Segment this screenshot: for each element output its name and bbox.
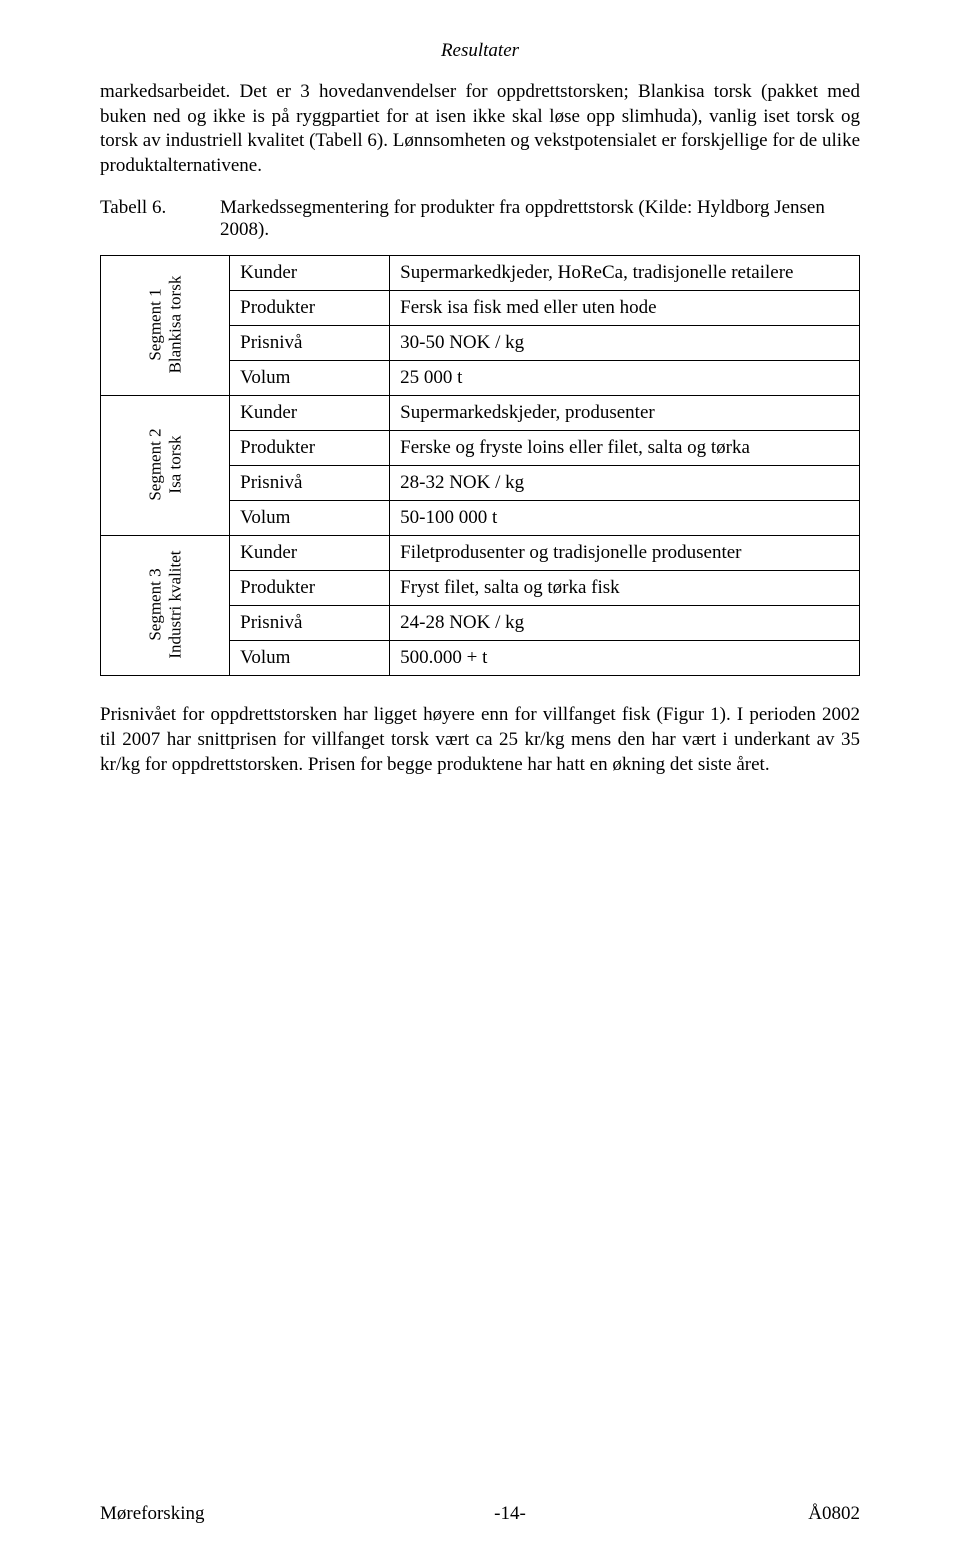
row-value: Fersk isa fisk med eller uten hode [390, 290, 860, 325]
row-key: Prisnivå [230, 605, 390, 640]
row-key: Prisnivå [230, 325, 390, 360]
segment-header-line1: Segment 2 [146, 428, 165, 500]
table-caption-label: Tabell 6. [100, 197, 220, 241]
row-key: Kunder [230, 255, 390, 290]
row-key: Volum [230, 360, 390, 395]
footer-left: Møreforsking [100, 1503, 260, 1525]
row-key: Prisnivå [230, 465, 390, 500]
row-value: Supermarkedskjeder, produsenter [390, 395, 860, 430]
row-value: 28-32 NOK / kg [390, 465, 860, 500]
bottom-paragraph-text: Prisnivået for oppdrettstorsken har ligg… [100, 704, 860, 775]
row-key: Volum [230, 640, 390, 675]
row-key: Produkter [230, 290, 390, 325]
segment-header-cell: Segment 3 Industri kvalitet [101, 535, 230, 675]
row-value: 30-50 NOK / kg [390, 325, 860, 360]
footer-center: -14- [260, 1503, 760, 1525]
table-caption: Tabell 6. Markedssegmentering for produk… [100, 197, 860, 241]
segment-header-rotated: Segment 1 Blankisa torsk [146, 276, 185, 374]
segment-header-line2: Industri kvalitet [165, 550, 184, 658]
table-caption-text: Markedssegmentering for produkter fra op… [220, 197, 860, 241]
segment-header-line1: Segment 3 [146, 568, 165, 640]
row-key: Produkter [230, 430, 390, 465]
row-value: 24-28 NOK / kg [390, 605, 860, 640]
segment-header-rotated: Segment 2 Isa torsk [146, 428, 185, 500]
page-header-text: Resultater [441, 40, 519, 61]
table-row: Segment 2 Isa torsk Kunder Supermarkedsk… [101, 395, 860, 430]
segmentation-table: Segment 1 Blankisa torsk Kunder Supermar… [100, 255, 860, 676]
page: Resultater markedsarbeidet. Det er 3 hov… [0, 0, 960, 1565]
row-value: Fryst filet, salta og tørka fisk [390, 570, 860, 605]
segment-header-line2: Isa torsk [165, 435, 184, 493]
page-header: Resultater [100, 40, 860, 62]
table-row: Segment 1 Blankisa torsk Kunder Supermar… [101, 255, 860, 290]
row-value: 50-100 000 t [390, 500, 860, 535]
intro-paragraph: markedsarbeidet. Det er 3 hovedanvendels… [100, 80, 860, 179]
row-key: Kunder [230, 535, 390, 570]
row-key: Produkter [230, 570, 390, 605]
bottom-paragraph: Prisnivået for oppdrettstorsken har ligg… [100, 702, 860, 777]
page-footer: Møreforsking -14- Å0802 [100, 1503, 860, 1525]
segment-header-line1: Segment 1 [146, 288, 165, 360]
row-value: 500.000 + t [390, 640, 860, 675]
segment-header-line2: Blankisa torsk [165, 276, 184, 374]
row-key: Volum [230, 500, 390, 535]
segment-header-rotated: Segment 3 Industri kvalitet [146, 550, 185, 658]
row-value: Supermarkedkjeder, HoReCa, tradisjonelle… [390, 255, 860, 290]
row-value: 25 000 t [390, 360, 860, 395]
intro-text: markedsarbeidet. Det er 3 hovedanvendels… [100, 81, 860, 176]
table-row: Segment 3 Industri kvalitet Kunder Filet… [101, 535, 860, 570]
segment-header-cell: Segment 1 Blankisa torsk [101, 255, 230, 395]
row-value: Ferske og fryste loins eller filet, salt… [390, 430, 860, 465]
row-key: Kunder [230, 395, 390, 430]
row-value: Filetprodusenter og tradisjonelle produs… [390, 535, 860, 570]
footer-right: Å0802 [760, 1503, 860, 1525]
segment-header-cell: Segment 2 Isa torsk [101, 395, 230, 535]
